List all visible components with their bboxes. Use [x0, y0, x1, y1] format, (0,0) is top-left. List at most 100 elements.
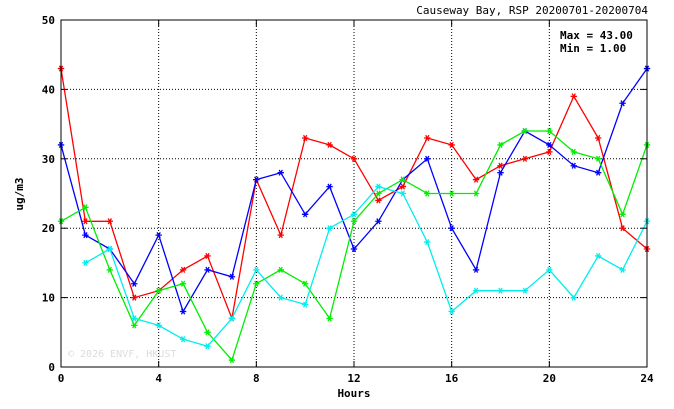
data-point-marker [301, 211, 309, 218]
data-point-marker [448, 141, 455, 149]
data-point-marker [179, 336, 187, 343]
data-point-marker [521, 155, 529, 162]
data-point-marker [350, 155, 358, 162]
data-point-marker [82, 232, 89, 239]
y-tick-label: 50 [42, 14, 55, 27]
data-point-marker [106, 266, 114, 273]
data-point-marker [301, 280, 309, 287]
data-point-marker [570, 162, 577, 169]
data-point-marker [82, 218, 89, 225]
data-point-marker [301, 301, 309, 308]
data-point-marker [546, 266, 553, 273]
data-point-marker [155, 322, 162, 329]
data-point-marker [546, 148, 553, 155]
data-point-marker [594, 134, 602, 142]
data-point-marker [277, 294, 284, 301]
x-axis-label: Hours [337, 387, 370, 400]
data-point-marker [326, 183, 333, 190]
data-point-marker [228, 315, 236, 322]
y-tick-label: 30 [42, 153, 55, 166]
axes: 0 4 8 12 16 20 24 0 10 20 30 40 50 [42, 14, 654, 385]
data-point-marker [521, 127, 529, 135]
data-point-marker [399, 176, 407, 183]
series-line [85, 185, 648, 347]
data-point-marker [424, 155, 431, 162]
data-point-marker [204, 252, 211, 260]
data-point-marker [594, 155, 602, 162]
series-2 [57, 65, 651, 315]
data-point-marker [253, 176, 260, 183]
y-tick-label: 40 [42, 83, 55, 96]
data-point-marker [399, 190, 407, 197]
data-point-marker [424, 190, 431, 197]
data-point-marker [375, 190, 382, 197]
data-point-marker [570, 148, 577, 155]
data-point-marker [399, 183, 407, 190]
data-point-marker [472, 266, 480, 273]
x-tick-label: 0 [58, 372, 65, 385]
data-point-marker [179, 280, 187, 287]
data-point-marker [82, 204, 89, 211]
data-point-marker [594, 252, 602, 260]
x-tick-label: 24 [640, 372, 654, 385]
data-point-marker [179, 266, 187, 273]
data-point-marker [375, 183, 382, 190]
y-tick-label: 0 [48, 361, 55, 374]
data-point-marker [424, 238, 431, 246]
data-point-marker [228, 356, 236, 364]
data-point-marker [204, 329, 211, 336]
data-point-marker [521, 287, 529, 294]
data-point-marker [326, 141, 333, 149]
data-point-marker [497, 287, 504, 294]
data-point-marker [472, 176, 480, 183]
data-point-marker [131, 322, 138, 329]
data-point-marker [424, 134, 431, 142]
data-point-marker [131, 294, 138, 301]
data-point-marker [619, 266, 626, 273]
data-point-marker [204, 343, 211, 350]
data-point-marker [375, 218, 382, 225]
data-point-marker [472, 287, 480, 294]
x-tick-label: 12 [347, 372, 360, 385]
x-tick-label: 8 [253, 372, 260, 385]
data-point-marker [204, 266, 211, 273]
data-point-marker [301, 134, 309, 142]
data-point-marker [448, 308, 455, 315]
data-point-marker [472, 190, 480, 197]
y-tick-label: 10 [42, 292, 55, 305]
data-point-marker [546, 127, 553, 135]
grid-lines [61, 20, 647, 367]
data-point-marker [497, 169, 504, 176]
x-tick-label: 4 [155, 372, 162, 385]
data-point-marker [375, 197, 382, 204]
data-point-marker [106, 218, 114, 225]
data-point-marker [619, 100, 626, 107]
data-point-marker [350, 211, 358, 218]
y-tick-label: 20 [42, 222, 55, 235]
series-4 [82, 183, 651, 350]
data-point-marker [619, 225, 626, 232]
data-point-marker [594, 169, 602, 176]
max-label: Max = 43.00 [560, 29, 633, 42]
data-point-marker [448, 190, 455, 197]
data-point-marker [546, 141, 553, 149]
series-3 [57, 127, 651, 364]
chart-title: Causeway Bay, RSP 20200701-20200704 [416, 4, 648, 17]
data-point-marker [497, 141, 504, 149]
data-point-marker [179, 308, 187, 315]
data-point-marker [82, 259, 89, 266]
data-point-marker [253, 280, 260, 287]
data-point-marker [350, 218, 358, 225]
watermark-text: © 2026 ENVF, HKUST [68, 349, 176, 360]
series-group [57, 65, 651, 364]
data-point-marker [619, 211, 626, 218]
data-point-marker [155, 287, 162, 294]
data-point-marker [131, 280, 138, 287]
x-tick-label: 20 [543, 372, 556, 385]
data-point-marker [326, 225, 333, 232]
data-point-marker [277, 266, 284, 273]
data-point-marker [277, 232, 284, 239]
data-point-marker [350, 245, 358, 253]
min-label: Min = 1.00 [560, 42, 626, 55]
